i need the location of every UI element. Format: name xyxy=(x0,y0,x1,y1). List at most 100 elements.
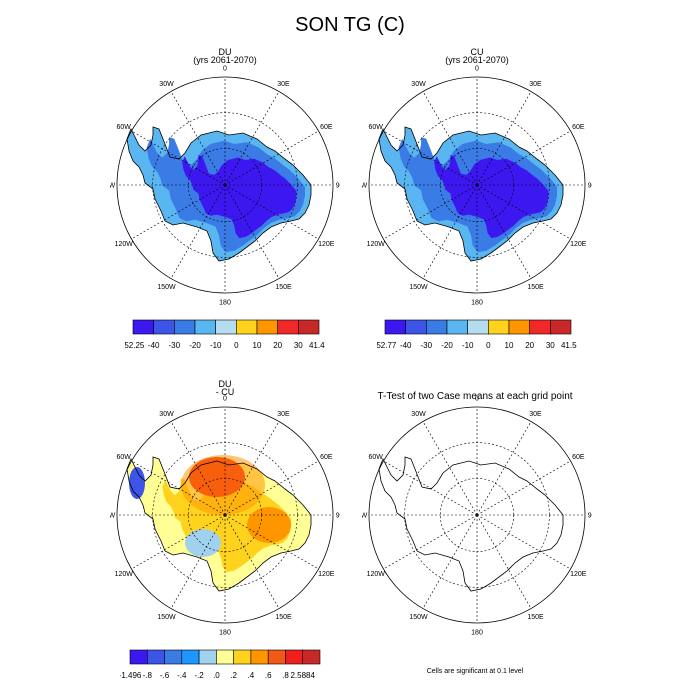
meridian-line xyxy=(422,514,478,609)
meridian-line xyxy=(224,184,319,240)
map-boundary-circle xyxy=(368,76,586,294)
colorbar-tick-label: -52.77 xyxy=(377,341,397,350)
colorbar-tick-label: .2 xyxy=(230,671,237,680)
longitude-label: 180 xyxy=(471,300,483,306)
colorbar-swatch xyxy=(198,649,217,665)
meridian-line xyxy=(170,421,226,516)
colorbar-tick-label: 10 xyxy=(505,341,514,350)
colorbar-tick-label: -.8 xyxy=(143,671,153,680)
longitude-label: 120W xyxy=(367,571,386,578)
longitude-label: 0 xyxy=(475,396,479,403)
meridian-line xyxy=(224,184,280,279)
longitude-label: 90E xyxy=(588,183,592,190)
longitude-label: 60W xyxy=(116,454,131,461)
meridian-line xyxy=(476,184,532,279)
colorbar-swatch xyxy=(181,649,200,665)
fill-band-core xyxy=(434,155,549,239)
colorbar-swatch xyxy=(132,319,155,335)
colorbar-tick-label: 20 xyxy=(525,341,534,350)
map-boundary-circle xyxy=(368,406,586,624)
longitude-label: 0 xyxy=(223,396,227,403)
meridian-line xyxy=(476,91,532,186)
meridian-line xyxy=(383,460,478,516)
longitude-label: 90W xyxy=(110,183,116,190)
colorbar-swatch xyxy=(233,649,252,665)
longitude-label: 150E xyxy=(275,284,292,291)
longitude-label: 180 xyxy=(471,630,483,636)
meridian-line xyxy=(383,514,478,570)
colorbar-tick-label: -.2 xyxy=(194,671,204,680)
meridian-line xyxy=(131,130,226,186)
longitude-label: 90W xyxy=(362,183,368,190)
longitude-label: 150W xyxy=(157,614,176,621)
colorbar-swatch xyxy=(425,319,448,335)
colorbar-diff: -1.496 -.8 -.6 -.4 -.2 .0 .2 .4 .6 .8 2.5884 xyxy=(120,649,321,680)
coastline xyxy=(126,126,312,262)
meridian-line xyxy=(224,514,280,609)
longitude-label: 60E xyxy=(320,454,333,461)
longitude-label: 150E xyxy=(275,614,292,621)
meridian-line xyxy=(476,130,571,186)
colorbar-swatch xyxy=(250,649,269,665)
meridian-line xyxy=(422,421,478,516)
meridian-line xyxy=(422,91,478,186)
coastline xyxy=(378,456,564,592)
meridian-line xyxy=(422,184,478,279)
longitude-label: 150E xyxy=(527,284,544,291)
longitude-label: 60E xyxy=(320,124,333,131)
coastline xyxy=(126,456,312,592)
meridian-line xyxy=(476,514,532,609)
meridian-line xyxy=(224,460,319,516)
colorbar-tick-label: 41.58 xyxy=(561,341,577,350)
meridian-line xyxy=(224,421,280,516)
meridian-line xyxy=(383,130,478,186)
meridian-line xyxy=(170,91,226,186)
longitude-label: 30W xyxy=(411,411,426,418)
colorbar-tick-label: 0 xyxy=(234,341,239,350)
colorbar-swatch xyxy=(236,319,258,335)
colorbar-swatch xyxy=(173,319,196,335)
colorbar-tick-label: -40 xyxy=(400,341,412,350)
meridian-line xyxy=(131,184,226,240)
meridian-line xyxy=(170,184,226,279)
colorbar-tick-label: 30 xyxy=(546,341,555,350)
longitude-label: 60W xyxy=(116,124,131,131)
panel-diff-subtitle: - CU xyxy=(215,387,235,397)
map-diff: 0 30E 60E 90E 120E 150E 180 150W 120W 90W 60W 30W xyxy=(110,396,340,636)
longitude-label: 30E xyxy=(277,81,290,88)
colorbar-tick-label: -20 xyxy=(441,341,453,350)
meridian-line xyxy=(131,460,226,516)
panel-title-diff: DU - CU xyxy=(175,380,275,397)
cool-anomaly xyxy=(185,529,221,557)
colorbar-swatch xyxy=(529,319,551,335)
colorbar-swatch xyxy=(164,649,183,665)
longitude-label: 30W xyxy=(411,81,426,88)
longitude-label: 120W xyxy=(115,241,134,248)
meridian-line xyxy=(224,130,319,186)
colorbar-cu: -52.77-40 -30 -20 -10 0 10 20 30 41.58 xyxy=(377,319,577,350)
longitude-label: 60W xyxy=(368,124,383,131)
significance-note: Cells are significant at 0.1 level xyxy=(426,668,524,675)
ttest-title: T-Test of two Case means at each grid po… xyxy=(377,391,573,402)
panel-du-years: (yrs 2061-2070) xyxy=(193,55,257,65)
colorbar-tick-label: 20 xyxy=(273,341,282,350)
colorbar-swatch xyxy=(298,319,320,335)
contour-field xyxy=(379,127,563,261)
longitude-label: 90E xyxy=(336,183,340,190)
colorbar-swatch xyxy=(285,649,304,665)
longitude-label: 180 xyxy=(219,630,231,636)
longitude-label: 30W xyxy=(159,81,174,88)
map-frame: 0 30E 60E 90E 120E 150E 180 150W 120W 90W 60W 30W xyxy=(110,396,340,636)
colorbar-tick-label: -10 xyxy=(210,341,222,350)
meridian-line xyxy=(224,91,280,186)
meridian-line xyxy=(170,514,226,609)
map-ttest: 0 30E 60E 90E 120E 150E 180 150W 120W 90W 60W 30W xyxy=(362,396,592,636)
meridian-line xyxy=(383,184,478,240)
colorbar-swatch xyxy=(256,319,279,335)
colorbar-tick-label: -10 xyxy=(462,341,474,350)
colorbar-swatch xyxy=(550,319,572,335)
meridian-line xyxy=(224,514,319,570)
contour-field xyxy=(127,127,311,261)
colorbar-tick-label: 10 xyxy=(253,341,262,350)
longitude-label: 30E xyxy=(529,411,542,418)
